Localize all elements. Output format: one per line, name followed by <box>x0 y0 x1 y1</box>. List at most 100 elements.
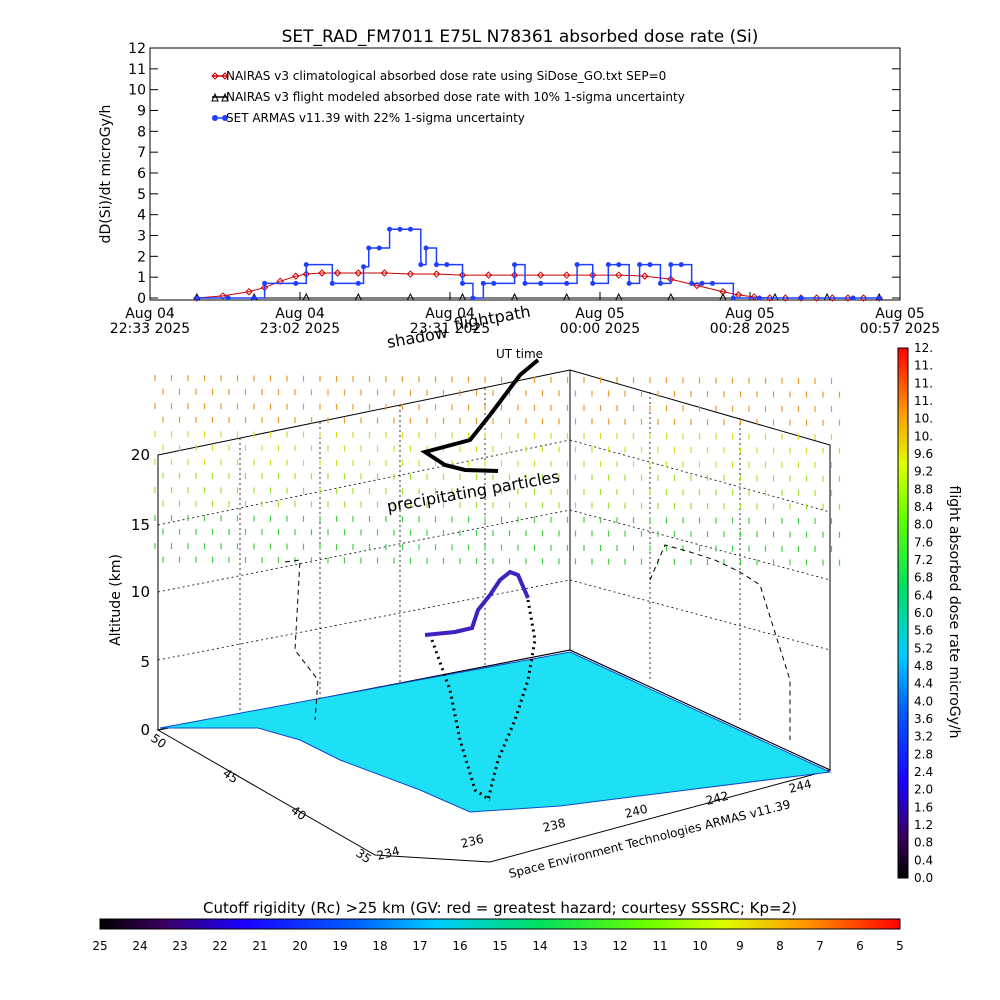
point-climatological <box>354 269 363 277</box>
point-armas <box>689 280 695 286</box>
descent-trace-left <box>430 639 491 802</box>
point-armas <box>616 262 622 268</box>
point-climatological <box>719 288 727 296</box>
point-armas <box>423 245 429 251</box>
point-armas <box>626 280 632 286</box>
legend-marker-triangle <box>211 92 229 102</box>
point-armas <box>647 262 653 268</box>
cutoff-rigidity-tick-label: 10 <box>692 939 707 953</box>
dose-rate-tick-label: 11. <box>914 376 933 390</box>
point-armas <box>303 262 309 268</box>
point-armas <box>798 295 804 301</box>
point-climatological <box>292 272 300 280</box>
point-armas <box>678 262 684 268</box>
dose-rate-colorbar-label: flight absorbed dose rate microGy/h <box>946 486 962 739</box>
top-plot-frame <box>149 47 901 301</box>
point-climatological <box>641 272 649 280</box>
longitude-tick-label: 234 <box>375 844 401 863</box>
point-flight-modeled <box>771 292 779 301</box>
point-climatological <box>667 275 675 283</box>
dose-rate-tick-label: 7.6 <box>914 535 933 549</box>
dose-rate-tick-label: 10. <box>914 412 933 426</box>
dose-rate-tick-label: 4.0 <box>914 694 933 708</box>
point-armas <box>262 280 268 286</box>
cutoff-rigidity-tick-label: 23 <box>172 939 187 953</box>
descent-trace-right <box>486 599 537 801</box>
legend-label: NAIRAS v3 flight modeled absorbed dose r… <box>226 90 685 104</box>
point-climatological <box>245 288 253 296</box>
legend-marker-diamond <box>211 72 229 80</box>
dose-rate-tick-label: 3.6 <box>914 712 933 726</box>
legend-label: SET ARMAS v11.39 with 22% 1-sigma uncert… <box>226 111 525 125</box>
x-tick-label-time: 00:57 2025 <box>860 321 940 337</box>
point-flight-modeled <box>614 292 623 301</box>
y-tick-label: 1 <box>137 270 146 286</box>
x-tick-label-date: Aug 04 <box>425 306 475 322</box>
cutoff-rigidity-tick-label: 19 <box>332 939 347 953</box>
series-line-climatological <box>196 272 880 299</box>
dose-rate-tick-label: 2.8 <box>914 747 933 761</box>
dose-rate-tick-label: 2.4 <box>914 765 933 779</box>
dose-rate-colorbar-swatch <box>897 347 909 879</box>
y-tick-label: 10 <box>128 83 146 99</box>
point-armas <box>418 262 424 268</box>
point-armas <box>850 295 856 301</box>
dose-rate-tick-label: 4.4 <box>914 677 933 691</box>
floor-outline <box>156 649 832 863</box>
point-armas <box>637 262 643 268</box>
latitude-tick-label: 35 <box>353 846 374 866</box>
altitude-axis-label: Altitude (km) <box>108 554 124 646</box>
point-climatological <box>432 270 441 278</box>
cutoff-rigidity-tick-label: 6 <box>856 939 864 953</box>
cutoff-rigidity-tick-label: 21 <box>252 939 267 953</box>
point-armas <box>407 226 413 232</box>
dose-rate-tick-label: 8.4 <box>914 500 933 514</box>
cutoff-rigidity-tick-label: 16 <box>452 939 467 953</box>
x-tick-label-date: Aug 05 <box>875 306 925 322</box>
dose-rate-colorbar: 0.0 0.4 0.8 1.2 1.6 2.0 2.4 2.8 3.2 3.6 4.0 4.4 4.8 5… <box>897 341 962 885</box>
point-armas <box>657 280 663 286</box>
point-armas <box>397 226 403 232</box>
wall-shadow-left <box>284 559 319 721</box>
dose-rate-tick-label: 0.0 <box>914 871 933 885</box>
x-tick-label-time: 23:02 2025 <box>260 321 340 337</box>
point-armas <box>491 280 497 286</box>
dose-rate-tick-label: 9.2 <box>914 465 933 479</box>
longitude-tick-label: 238 <box>541 816 567 835</box>
cutoff-rigidity-tick-label: 22 <box>212 939 227 953</box>
point-armas <box>756 295 762 301</box>
point-climatological <box>318 269 326 277</box>
point-armas <box>538 280 544 286</box>
altitude-tick-label: 10 <box>131 583 150 601</box>
cutoff-rigidity-tick-label: 12 <box>612 939 627 953</box>
y-tick-label: 2 <box>137 249 146 265</box>
dose-rate-tick-label: 8.8 <box>914 482 933 496</box>
longitude-ticks: 234 236 238 240 242 244 <box>375 777 813 863</box>
longitude-tick-label: 244 <box>787 777 813 796</box>
dose-rate-tick-label: 9.6 <box>914 447 933 461</box>
dose-rate-tick-label: 6.8 <box>914 571 933 585</box>
dose-rate-tick-label: 3.2 <box>914 730 933 744</box>
cutoff-rigidity-tick-label: 14 <box>532 939 547 953</box>
dose-rate-tick-label: 6.4 <box>914 588 933 602</box>
legend-label: NAIRAS v3 climatological absorbed dose r… <box>226 69 666 83</box>
cutoff-rigidity-tick-label: 15 <box>492 939 507 953</box>
point-armas <box>460 280 465 286</box>
dose-rate-tick-label: 7.2 <box>914 553 933 567</box>
dose-rate-tick-label: 5.2 <box>914 641 933 655</box>
point-flight-modeled <box>667 292 675 301</box>
cutoff-rigidity-tick-label: 24 <box>132 939 147 953</box>
cutoff-rigidity-tick-label: 20 <box>292 939 307 953</box>
cutoff-rigidity-tick-label: 17 <box>412 939 427 953</box>
point-armas <box>376 245 382 251</box>
point-armas <box>361 264 367 270</box>
point-armas <box>710 280 715 286</box>
point-armas <box>512 262 518 268</box>
altitude-tick-label: 5 <box>140 653 150 671</box>
dose-rate-tick-label: 10. <box>914 429 933 443</box>
annotation-shadow: shadow <box>385 323 449 352</box>
point-armas <box>366 245 372 251</box>
point-armas <box>730 295 736 301</box>
